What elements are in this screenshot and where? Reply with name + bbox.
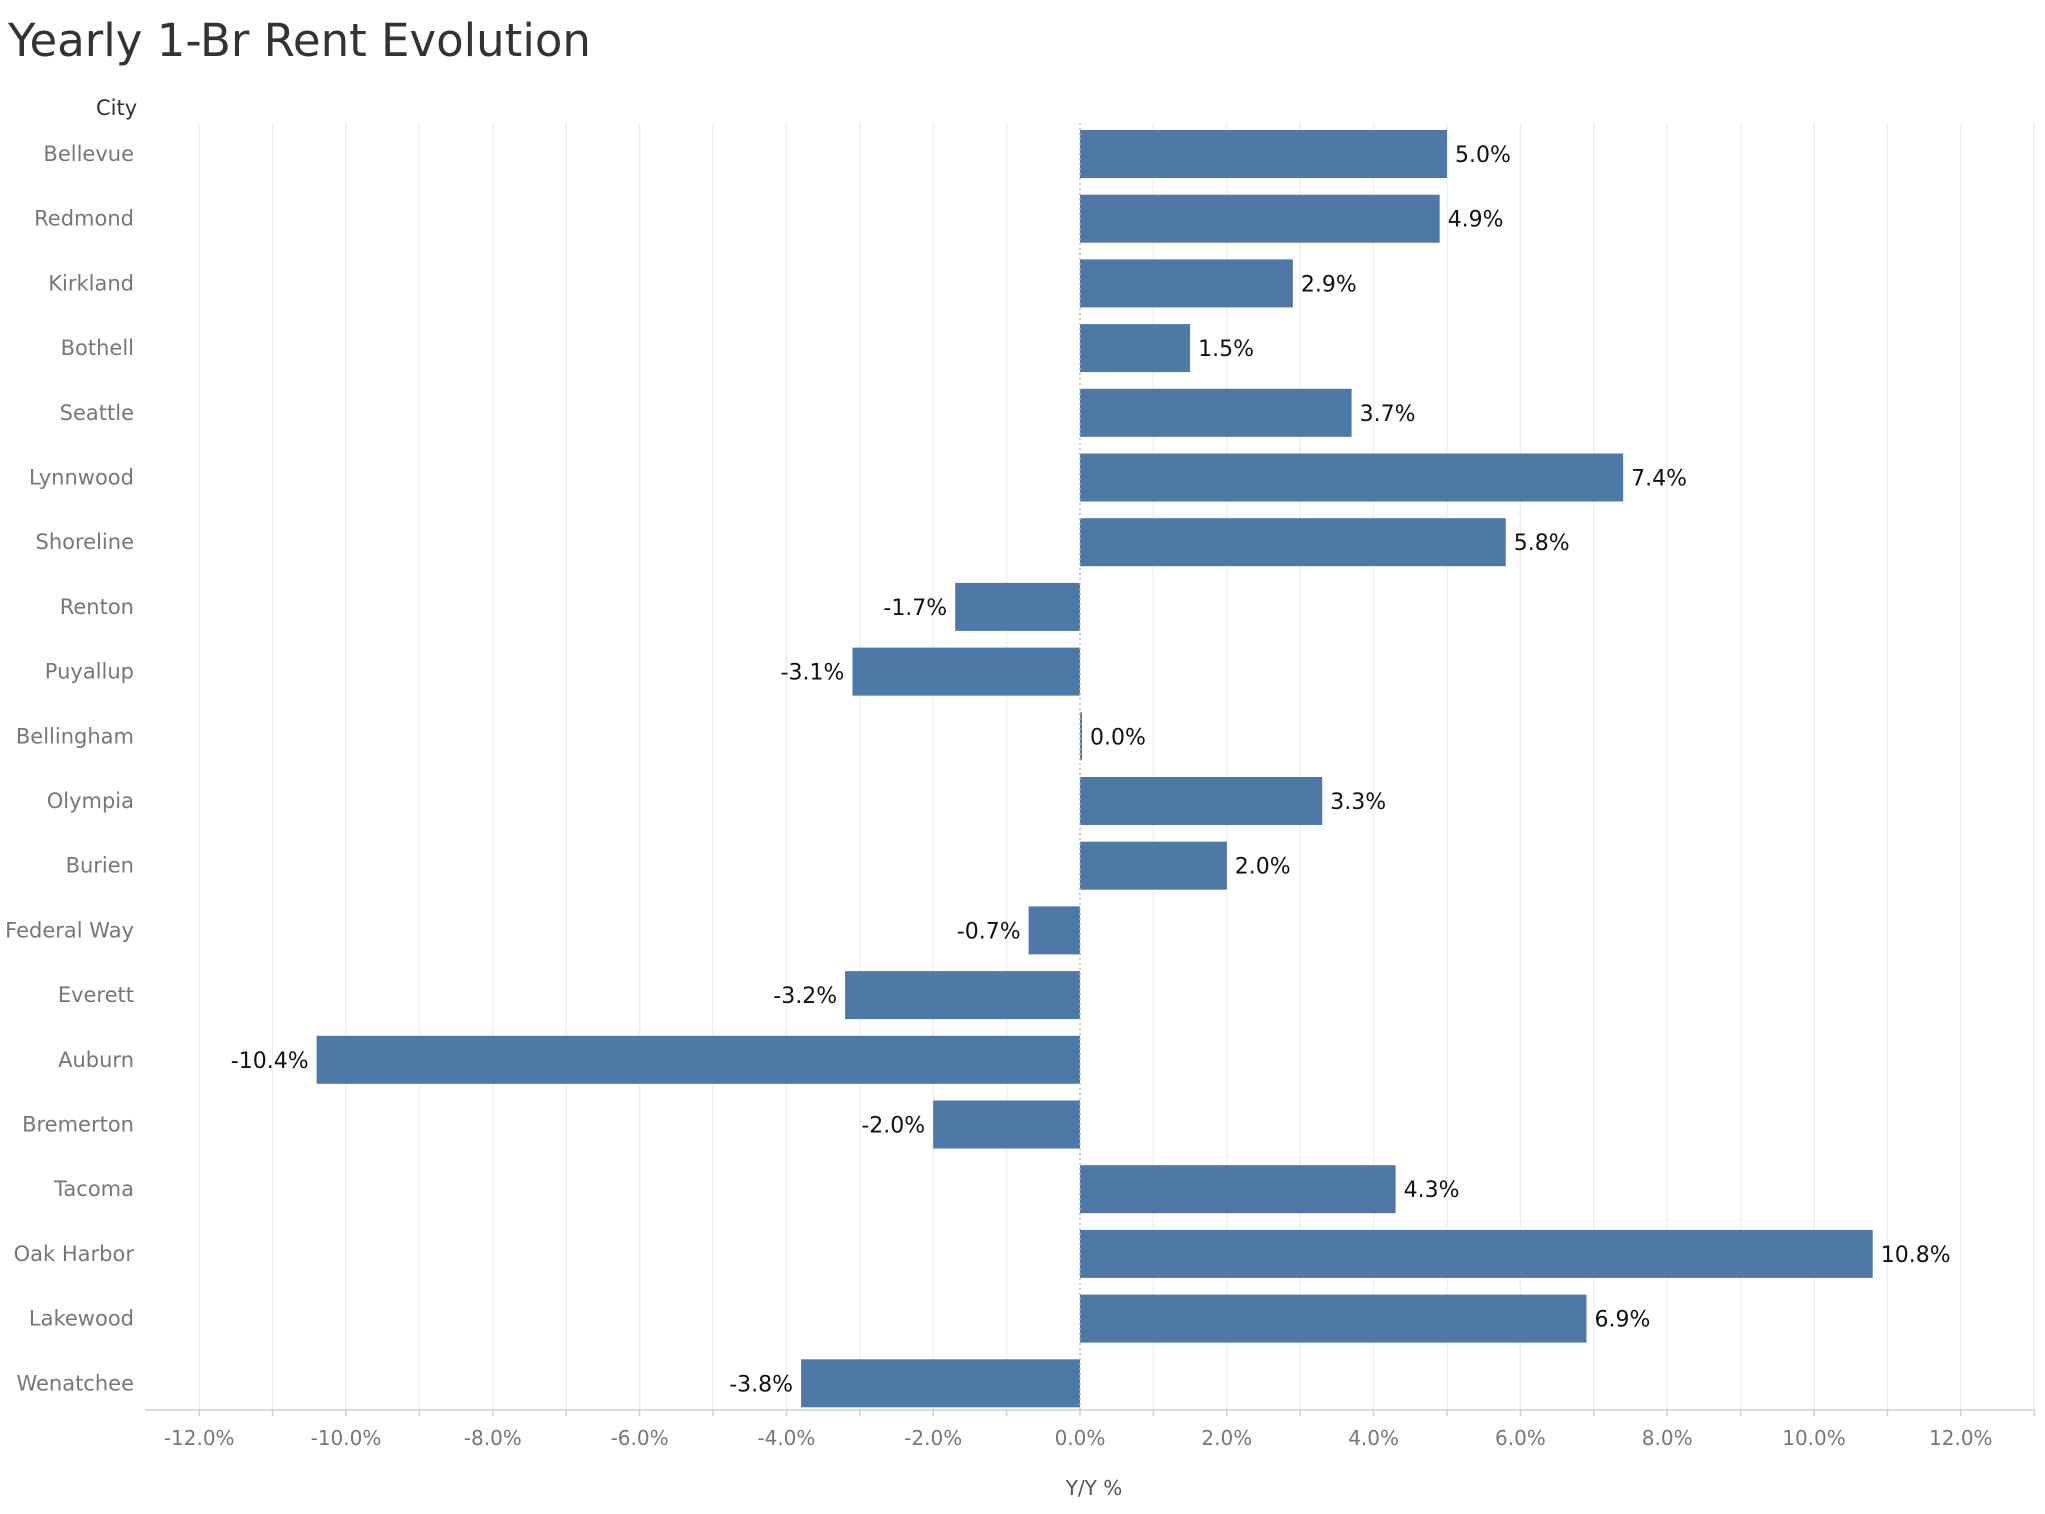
- category-label: Shoreline: [36, 530, 134, 554]
- bar[interactable]: [1028, 906, 1080, 955]
- x-tick-label: 8.0%: [1642, 1426, 1693, 1450]
- data-label: 1.5%: [1198, 337, 1254, 362]
- chart-title: Yearly 1-Br Rent Evolution: [8, 14, 591, 67]
- data-label: -1.7%: [883, 596, 947, 621]
- bar[interactable]: [316, 1035, 1080, 1084]
- data-label: 4.3%: [1404, 1178, 1460, 1203]
- category-label: Puyallup: [45, 660, 134, 684]
- x-tick-label: 2.0%: [1201, 1426, 1252, 1450]
- bar[interactable]: [1080, 324, 1191, 373]
- bar[interactable]: [1080, 259, 1293, 308]
- category-label: Burien: [66, 854, 134, 878]
- grid-layer: [198, 123, 2035, 1410]
- category-label: Olympia: [47, 789, 134, 813]
- data-label: 2.9%: [1301, 272, 1357, 297]
- x-tick-label: -12.0%: [164, 1426, 235, 1450]
- data-label: 2.0%: [1235, 855, 1291, 880]
- data-label: 0.0%: [1090, 725, 1146, 750]
- data-label: 7.4%: [1631, 467, 1687, 492]
- data-label: 3.7%: [1360, 402, 1416, 427]
- x-tick-label: 10.0%: [1782, 1426, 1846, 1450]
- data-label: -2.0%: [861, 1114, 925, 1139]
- bar[interactable]: [1080, 1165, 1396, 1214]
- category-label: Kirkland: [48, 271, 134, 295]
- category-label: Auburn: [58, 1048, 134, 1072]
- x-axis: -12.0% -10.0% -8.0% -6.0% -4.0% -2.0% 0.0% 2.0%…: [145, 123, 2035, 1450]
- data-label: -3.8%: [729, 1372, 793, 1397]
- bar[interactable]: [801, 1359, 1080, 1408]
- category-label: Wenatchee: [16, 1371, 134, 1395]
- category-label: Lakewood: [29, 1307, 134, 1331]
- data-label: 5.0%: [1455, 143, 1511, 168]
- bar[interactable]: [955, 582, 1080, 631]
- bar[interactable]: [1080, 130, 1447, 178]
- bar[interactable]: [1080, 518, 1506, 567]
- x-axis-title: Y/Y %: [1065, 1476, 1123, 1500]
- bar[interactable]: [1080, 841, 1227, 890]
- bar[interactable]: [1080, 712, 1082, 761]
- x-tick-label: -4.0%: [757, 1426, 815, 1450]
- bar[interactable]: [1080, 777, 1323, 825]
- data-label: 5.8%: [1514, 531, 1570, 556]
- x-tick-label: 4.0%: [1348, 1426, 1399, 1450]
- category-label: Redmond: [34, 207, 134, 231]
- category-label: Bellingham: [16, 724, 134, 748]
- data-label: -0.7%: [957, 919, 1021, 944]
- data-label: -3.1%: [781, 661, 845, 686]
- bar[interactable]: [1080, 388, 1352, 437]
- category-label: Tacoma: [53, 1177, 134, 1201]
- row-header: City: [96, 96, 138, 120]
- bar[interactable]: [1080, 1294, 1587, 1343]
- bar[interactable]: [845, 971, 1080, 1020]
- bar[interactable]: [1080, 453, 1624, 502]
- data-label: -3.2%: [773, 984, 837, 1009]
- category-label: Everett: [58, 983, 134, 1007]
- data-label: 4.9%: [1448, 208, 1504, 233]
- bar-layer: [316, 130, 1873, 1408]
- x-tick-label: -10.0%: [311, 1426, 382, 1450]
- category-label: Bellevue: [43, 142, 134, 166]
- label-layer: Bellevue 5.0% Redmond 4.9% Kirkland 2.9% Bothe…: [5, 142, 1950, 1397]
- data-label: -10.4%: [231, 1049, 309, 1074]
- data-label: 10.8%: [1881, 1243, 1951, 1268]
- bar[interactable]: [852, 647, 1080, 696]
- category-label: Bremerton: [22, 1113, 134, 1137]
- bar[interactable]: [1080, 1229, 1873, 1278]
- x-tick-label: 6.0%: [1495, 1426, 1546, 1450]
- category-label: Renton: [60, 595, 134, 619]
- bar[interactable]: [1080, 194, 1440, 243]
- data-label: 3.3%: [1330, 790, 1386, 815]
- x-tick-label: 0.0%: [1055, 1426, 1106, 1450]
- category-label: Federal Way: [5, 918, 134, 942]
- data-label: 6.9%: [1594, 1308, 1650, 1333]
- category-label: Lynnwood: [29, 466, 134, 490]
- x-tick-label: -2.0%: [904, 1426, 962, 1450]
- category-label: Bothell: [61, 336, 134, 360]
- x-tick-label: -6.0%: [611, 1426, 669, 1450]
- bar[interactable]: [933, 1100, 1080, 1149]
- x-tick-label: -8.0%: [464, 1426, 522, 1450]
- category-label: Oak Harbor: [14, 1242, 135, 1266]
- category-label: Seattle: [60, 401, 134, 425]
- x-tick-label: 12.0%: [1929, 1426, 1993, 1450]
